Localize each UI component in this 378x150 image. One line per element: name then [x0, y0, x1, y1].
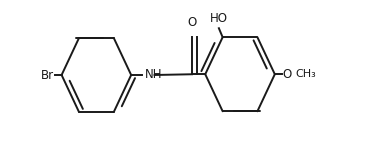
Text: NH: NH	[144, 69, 162, 81]
Text: Br: Br	[41, 69, 54, 81]
Text: O: O	[282, 68, 291, 81]
Text: HO: HO	[210, 12, 228, 25]
Text: O: O	[187, 16, 197, 29]
Text: CH₃: CH₃	[296, 69, 316, 79]
